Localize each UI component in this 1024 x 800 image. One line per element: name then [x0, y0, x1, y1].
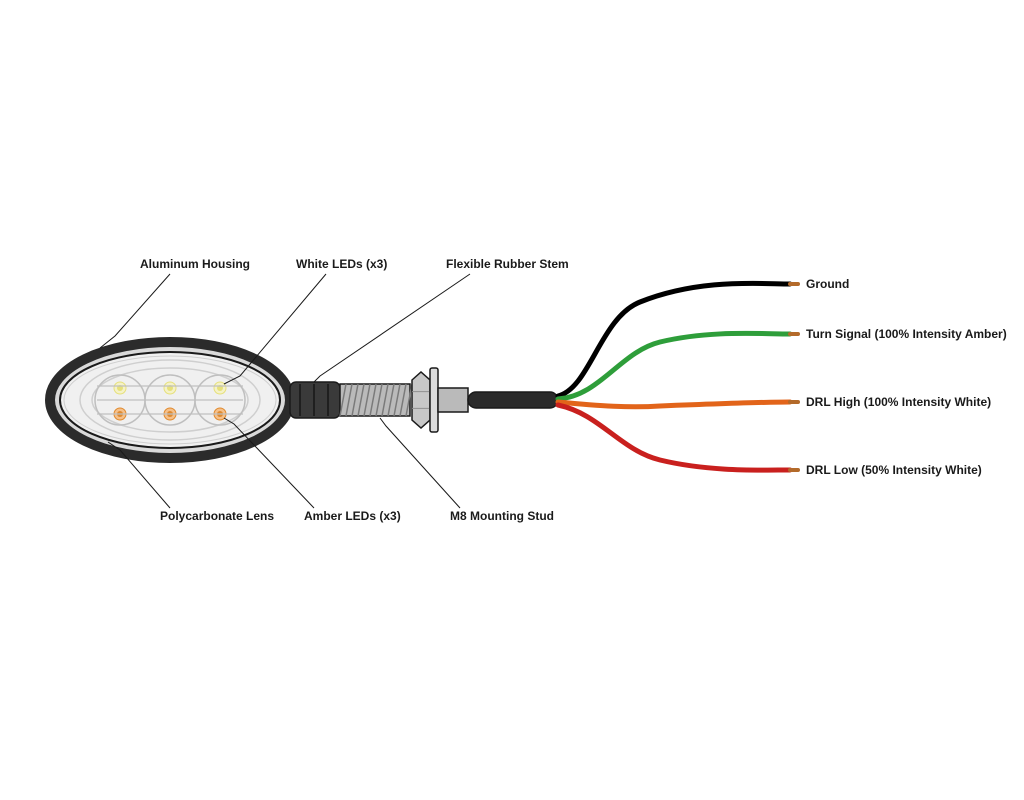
wire-drl_low — [558, 405, 790, 470]
wire-label-ground: Ground — [806, 277, 849, 291]
wire-harness — [558, 283, 798, 470]
flexible-stem-label: Flexible Rubber Stem — [446, 257, 569, 271]
callout-line — [100, 274, 170, 348]
washer — [430, 368, 438, 432]
mounting-stud-label: M8 Mounting Stud — [450, 509, 554, 523]
amber-leds-label: Amber LEDs (x3) — [304, 509, 401, 523]
white-leds-label: White LEDs (x3) — [296, 257, 387, 271]
led-turn-signal-diagram: Aluminum Housing White LEDs (x3) Flexible … — [0, 0, 1024, 800]
wire-turn — [558, 333, 790, 399]
aluminum-housing-label: Aluminum Housing — [140, 257, 250, 271]
wire-label-drl_high: DRL High (100% Intensity White) — [806, 395, 991, 409]
polycarbonate-lens-label: Polycarbonate Lens — [160, 509, 274, 523]
cable-sleeve — [468, 392, 558, 408]
wire-label-turn: Turn Signal (100% Intensity Amber) — [806, 327, 1007, 341]
callout-line — [380, 418, 460, 508]
mounting-stem-assembly — [290, 368, 558, 432]
callout-line — [314, 274, 470, 382]
wire-label-drl_low: DRL Low (50% Intensity White) — [806, 463, 982, 477]
hex-nut — [412, 372, 430, 428]
stud-end — [438, 388, 468, 412]
wire-drl_high — [558, 402, 790, 407]
